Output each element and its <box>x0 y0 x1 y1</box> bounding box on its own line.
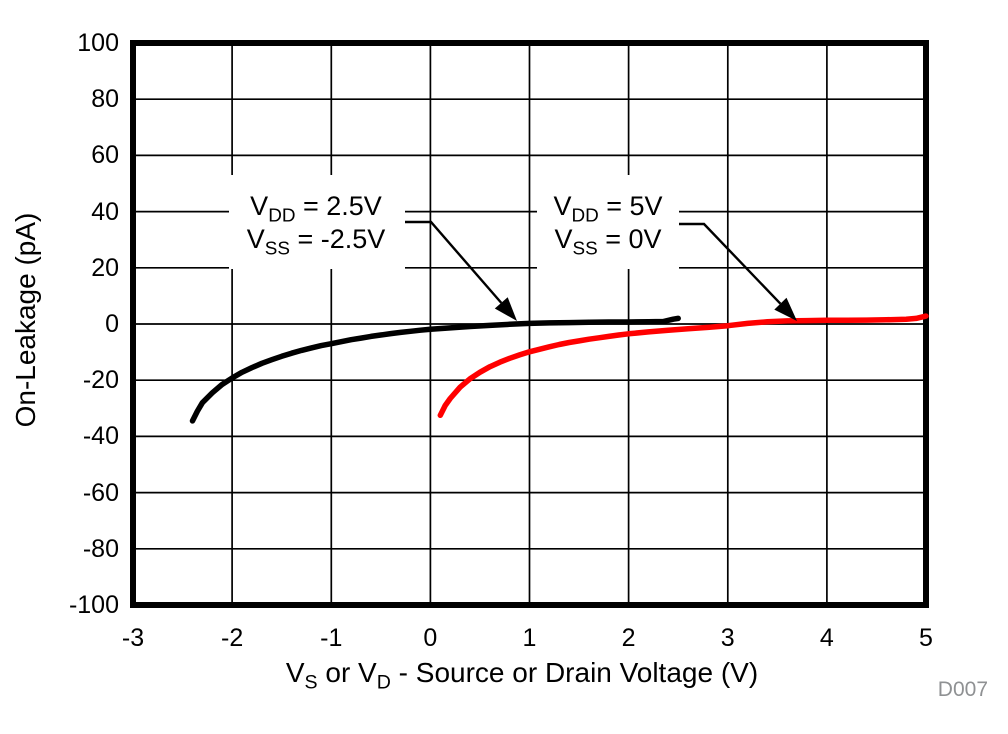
y-tick-label: -80 <box>82 534 119 563</box>
annotation-background-1 <box>229 175 405 269</box>
y-tick-label: 80 <box>91 85 119 114</box>
leader-arrow-2-head-icon <box>774 297 797 321</box>
x-tick-label: 0 <box>423 624 438 652</box>
x-tick-label: 4 <box>819 624 834 652</box>
y-tick-label: 0 <box>105 310 119 338</box>
annotation-vdd-2p5v: VDD = 2.5V VSS = -2.5V <box>229 176 403 269</box>
plot-border <box>130 40 929 608</box>
y-tick-label: 40 <box>91 197 119 226</box>
annotation-line: VDD = 5V <box>553 191 663 227</box>
x-tick-label: 1 <box>522 624 537 652</box>
curve-vdd-2p5v-black <box>189 315 681 424</box>
leader-arrow-1-line <box>405 220 503 304</box>
x-tick-label: -1 <box>320 624 343 652</box>
annotation-line: VDD = 2.5V <box>250 191 382 227</box>
annotation-vdd-5v: VDD = 5V VSS = 0V <box>538 176 678 269</box>
y-tick-label: -40 <box>82 422 119 451</box>
y-tick-label: -60 <box>82 478 119 507</box>
x-axis-title: VS or VD - Source or Drain Voltage (V) <box>285 657 759 694</box>
y-tick-label: -20 <box>82 366 119 395</box>
annotation-background-2 <box>537 175 679 269</box>
leader-arrow-2-line <box>679 222 782 305</box>
leader-arrow-1-head-icon <box>494 297 517 321</box>
y-tick-label: 20 <box>91 253 119 282</box>
x-tick-label: -3 <box>121 624 145 652</box>
annotation-line: VSS = 0V <box>554 224 662 260</box>
x-tick-label: 3 <box>720 624 735 652</box>
curve-vdd-5v-red <box>437 313 929 419</box>
x-tick-label: 2 <box>621 624 636 652</box>
x-tick-label: 5 <box>919 624 933 652</box>
x-tick-label: -2 <box>221 624 244 652</box>
y-tick-label: 60 <box>91 141 119 170</box>
figure-id: D007 <box>937 678 988 701</box>
y-tick-label: -100 <box>68 591 119 619</box>
y-tick-label: 100 <box>77 29 119 57</box>
annotation-line: VSS = -2.5V <box>246 224 386 260</box>
